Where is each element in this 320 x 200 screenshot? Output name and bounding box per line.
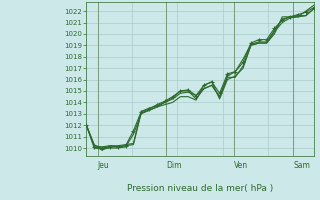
Text: Ven: Ven <box>234 161 248 170</box>
Text: Jeu: Jeu <box>98 161 109 170</box>
Text: Pression niveau de la mer( hPa ): Pression niveau de la mer( hPa ) <box>127 184 273 193</box>
Text: Sam: Sam <box>293 161 310 170</box>
Text: Dim: Dim <box>166 161 181 170</box>
